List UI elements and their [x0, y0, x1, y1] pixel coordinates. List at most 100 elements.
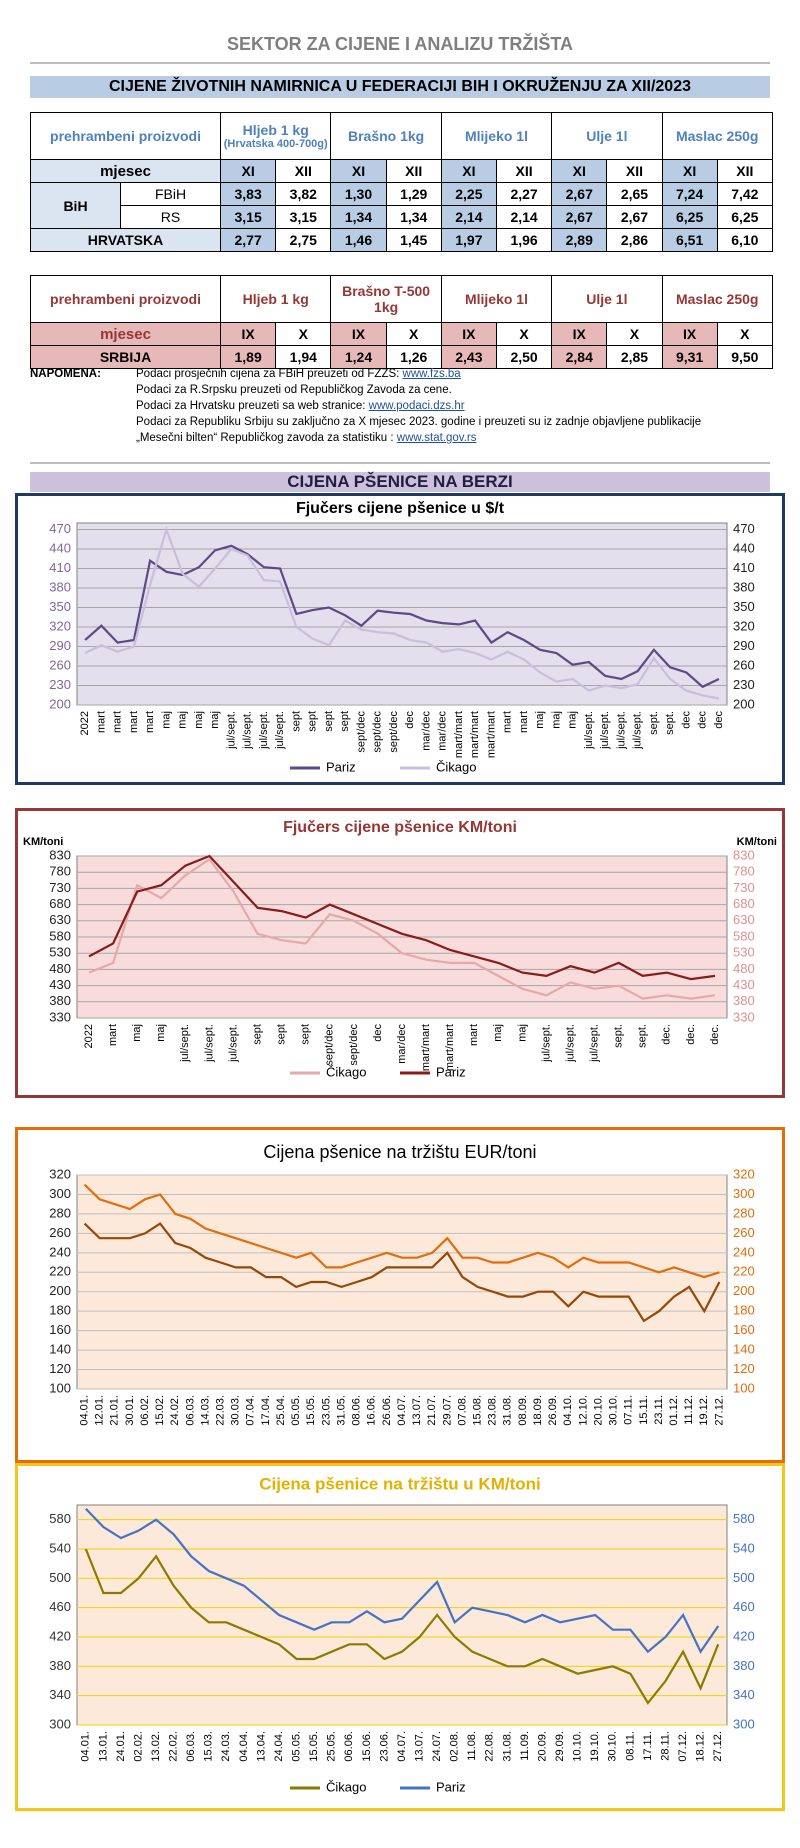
- cell: 6,10: [716, 228, 773, 252]
- x-tick-label: jul/sept.: [632, 711, 644, 750]
- x-tick-label: 15.02.: [154, 1395, 166, 1426]
- cell: 3,15: [220, 205, 277, 229]
- chart: Cijena pšenice na tržištu u KM/toni 300 30…: [15, 1463, 785, 1811]
- cell: 2,27: [495, 182, 553, 206]
- x-tick-label: 25.05.: [326, 1731, 338, 1762]
- y2-tick-label: 120: [733, 1361, 755, 1376]
- note-text: Podaci za Hrvatsku preuzeti sa web stran…: [136, 400, 366, 412]
- product-name: Brašno T-500 1kg: [342, 283, 431, 315]
- x-tick-label: mar/dec: [420, 711, 432, 751]
- cell: 1,24: [330, 345, 387, 369]
- y2-tick-label: 240: [733, 1244, 755, 1259]
- cell: 1,46: [330, 228, 387, 252]
- cell: 1,89: [220, 345, 277, 369]
- y2-tick-label: 680: [733, 896, 755, 911]
- y2-tick-label: 220: [733, 1264, 755, 1279]
- x-tick-label: 04.04.: [238, 1731, 250, 1762]
- legend-label: Pariz: [326, 759, 356, 774]
- y2-tick-label: 280: [733, 1205, 755, 1220]
- x-tick-label: sept: [307, 711, 319, 732]
- x-tick-label: 10.10.: [572, 1731, 584, 1762]
- x-tick-label: sept.: [637, 1024, 649, 1048]
- x-tick-label: sept/dec: [324, 1024, 336, 1066]
- product: Brašno 1kg: [330, 112, 442, 160]
- x-tick-label: 13.07.: [413, 1731, 425, 1762]
- y2-tick-label: 540: [733, 1540, 755, 1555]
- x-tick-label: 24.04.: [273, 1731, 285, 1762]
- x-tick-label: 06.03.: [184, 1395, 196, 1426]
- cell: 2,77: [220, 228, 277, 252]
- note-link[interactable]: www.fzs.ba: [402, 368, 461, 380]
- y-tick-label: 430: [49, 977, 71, 992]
- y-tick-label: 380: [49, 993, 71, 1008]
- x-tick-label: maj: [516, 1024, 528, 1042]
- note-link[interactable]: www.stat.gov.rs: [396, 432, 477, 444]
- x-tick-label: jul/sept.: [274, 711, 286, 750]
- month: IX: [551, 322, 608, 346]
- cell: 3,15: [275, 205, 332, 229]
- month: XI: [661, 159, 718, 183]
- corner: prehrambeni proizvodi: [29, 112, 222, 160]
- y2-tick-label: 830: [733, 847, 755, 862]
- x-tick-label: 25.04.: [275, 1395, 287, 1426]
- x-tick-label: 23.05.: [320, 1395, 332, 1426]
- x-tick-label: dec: [680, 711, 692, 729]
- group: BiH: [30, 182, 121, 229]
- month: X: [716, 322, 773, 346]
- x-tick-label: 13.04.: [255, 1731, 267, 1762]
- month: XII: [385, 159, 442, 183]
- x-tick-label: maj: [534, 711, 546, 729]
- x-tick-label: 15.03.: [203, 1731, 215, 1762]
- x-tick-label: 15.08.: [471, 1395, 483, 1426]
- month: IX: [440, 322, 497, 346]
- cell: 2,86: [606, 228, 663, 252]
- month: XI: [551, 159, 608, 183]
- price-table-2: prehrambeni proizvodi Hljeb 1 kg Brašno T-…: [29, 275, 773, 369]
- month: X: [606, 322, 663, 346]
- x-tick-label: 04.10.: [562, 1395, 574, 1426]
- cell: 1,97: [440, 228, 497, 252]
- y-tick-label: 100: [49, 1380, 71, 1395]
- product-name: Brašno 1kg: [347, 128, 425, 144]
- x-tick-label: 2022: [79, 711, 91, 735]
- x-tick-label: jul/sept.: [242, 711, 254, 750]
- x-tick-label: 02.02.: [132, 1731, 144, 1762]
- cell: 9,31: [661, 345, 718, 369]
- x-tick-label: 15.05.: [308, 1731, 320, 1762]
- x-tick-label: 13.02.: [150, 1731, 162, 1762]
- note-text: Podaci prosječnih cijena za FBiH preuzet…: [136, 368, 400, 380]
- row-label: FBiH: [119, 182, 222, 206]
- x-tick-label: jul/sept.: [615, 711, 627, 750]
- y-tick-label: 780: [49, 864, 71, 879]
- x-tick-label: dec: [404, 711, 416, 729]
- x-tick-label: mart: [107, 1024, 119, 1046]
- chart: Fjučers cijene pšenice u $/t 200 200 230 230…: [15, 493, 785, 785]
- y2-tick-label: 260: [733, 1225, 755, 1240]
- series-line: [85, 1507, 720, 1654]
- x-tick-label: 13.07.: [411, 1395, 423, 1426]
- x-tick-label: 24.01.: [115, 1731, 127, 1762]
- y2-tick-label: 380: [733, 579, 755, 594]
- y-tick-label: 320: [49, 618, 71, 633]
- product: Maslac 250g: [661, 275, 773, 323]
- y-tick-label: 580: [49, 928, 71, 943]
- x-tick-label: dec: [713, 711, 725, 729]
- chart-title: Cijena pšenice na tržištu u KM/toni: [259, 1474, 540, 1493]
- note-line: „Mesečni bilten“ Republičkog zavoda za s…: [136, 430, 770, 446]
- x-tick-label: mart/mart: [453, 711, 465, 758]
- y-tick-label: 410: [49, 560, 71, 575]
- x-tick-label: 24.02.: [169, 1395, 181, 1426]
- cell: 1,30: [330, 182, 387, 206]
- x-tick-label: 18.09.: [532, 1395, 544, 1426]
- y-tick-label: 200: [49, 1283, 71, 1298]
- y2-tick-label: 470: [733, 521, 755, 536]
- x-tick-label: sept: [300, 1024, 312, 1045]
- cell: 2,67: [551, 182, 608, 206]
- x-tick-label: 22.02.: [168, 1731, 180, 1762]
- month: X: [495, 322, 553, 346]
- note-link[interactable]: www.podaci.dzs.hr: [368, 400, 465, 412]
- x-tick-label: maj: [155, 1024, 167, 1042]
- y-tick-label: 350: [49, 599, 71, 614]
- month: IX: [220, 322, 277, 346]
- x-tick-label: sept.: [613, 1024, 625, 1048]
